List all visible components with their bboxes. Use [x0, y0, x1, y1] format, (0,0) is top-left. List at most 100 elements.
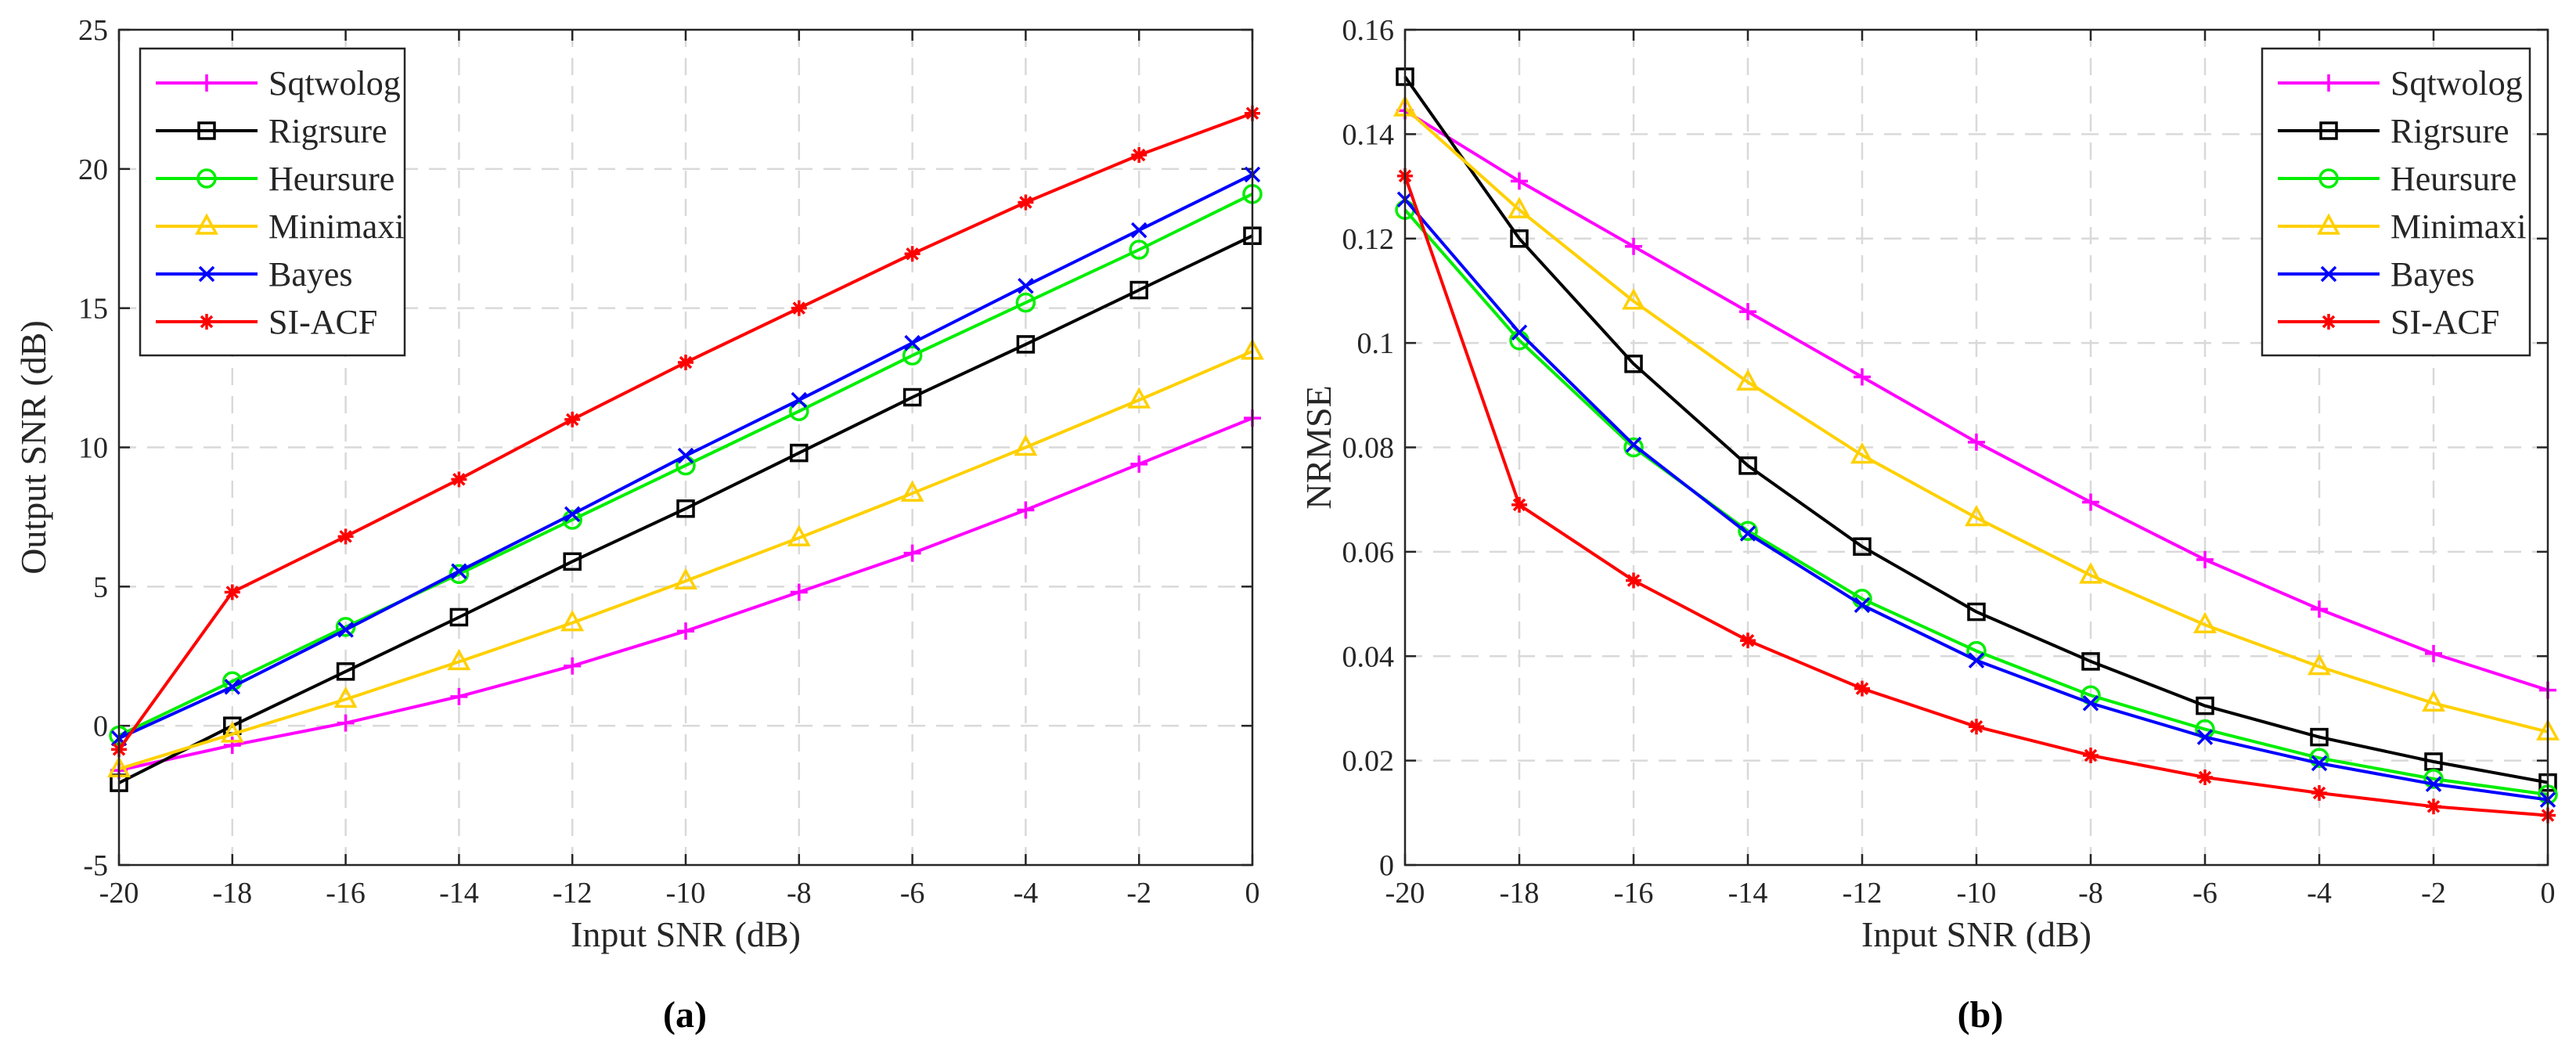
data-point: [904, 246, 921, 262]
series-line: [1403, 208, 2549, 796]
data-point: [900, 480, 924, 502]
data-point: [2082, 695, 2099, 712]
data-point: [337, 528, 354, 545]
x-axis-label: Input SNR (dB): [571, 914, 801, 954]
data-point: [2422, 690, 2445, 712]
data-point: [1624, 355, 1643, 373]
series-minimaxi: [107, 338, 1264, 778]
x-axis-label: Input SNR (dB): [1861, 914, 2091, 954]
legend-item-bayes: Bayes: [2278, 255, 2475, 294]
data-point: [677, 622, 694, 640]
legend-swatch-marker: [2321, 314, 2336, 330]
series-line: [1403, 75, 2549, 784]
data-point: [1854, 368, 1871, 386]
y-axis-label: NRMSE: [1299, 385, 1338, 509]
x-tick-label: -16: [326, 877, 366, 910]
data-point: [678, 355, 694, 371]
data-point: [1129, 280, 1148, 300]
data-point: [1850, 442, 1874, 464]
data-point: [1853, 537, 1872, 556]
series-heursure: [109, 184, 1263, 746]
y-axis-label: Output SNR (dB): [13, 320, 53, 575]
data-point: [2423, 769, 2444, 789]
data-point: [1511, 324, 1528, 341]
data-point: [2311, 600, 2328, 618]
legend: Sqtwolog Rigrsure Heursure Minimaxi Bayes SI-…: [139, 47, 406, 357]
x-tick-label: -6: [2192, 877, 2218, 910]
data-point: [337, 714, 355, 732]
data-point: [1018, 194, 1034, 211]
data-point: [791, 391, 808, 409]
data-point: [789, 401, 809, 422]
data-point: [903, 387, 922, 407]
data-point: [1968, 433, 1985, 451]
panel-b-nrmse-chart: -20 -18 -16 -14 -12 -10 -8 -6 -4 -2 000.020.040.06…: [1299, 14, 2560, 954]
data-point: [1738, 521, 1758, 541]
data-point: [1130, 222, 1147, 239]
data-point: [451, 563, 467, 580]
data-point: [2082, 493, 2099, 511]
series-sqtwolog: [1396, 102, 2556, 699]
y-tick-label: 0.06: [1342, 536, 1395, 569]
x-tick-label: -12: [553, 877, 593, 910]
x-tick-label: -4: [1014, 877, 1039, 910]
data-point: [224, 584, 240, 600]
series-line: [118, 193, 1253, 737]
x-tick-label: -2: [1126, 877, 1151, 910]
data-point: [902, 345, 923, 366]
y-tick-label: 0.14: [1342, 118, 1395, 151]
legend-swatch-marker: [196, 168, 217, 189]
data-point: [677, 447, 694, 464]
x-tick-label: -14: [439, 877, 479, 910]
data-point: [2196, 729, 2214, 745]
data-point: [2079, 562, 2102, 584]
data-point: [1131, 147, 1147, 164]
data-point: [336, 662, 355, 681]
data-point: [791, 300, 807, 316]
x-tick-label: -20: [99, 877, 139, 910]
data-point: [2196, 696, 2214, 715]
data-point: [2196, 550, 2214, 568]
x-tick-label: 0: [1245, 877, 1260, 910]
legend-item-minimaxi: Minimaxi: [156, 207, 405, 246]
x-tick-label: -4: [2307, 877, 2332, 910]
data-point: [1625, 237, 1642, 255]
data-point: [674, 568, 697, 589]
data-point: [1738, 456, 1757, 475]
legend-item-bayes: Bayes: [156, 255, 353, 294]
x-tick-label: -10: [1957, 877, 1997, 910]
legend-label: SI-ACF: [268, 303, 377, 341]
data-point: [1623, 437, 1644, 458]
y-tick-label: 0.1: [1357, 327, 1395, 360]
grid: [119, 30, 1252, 865]
data-point: [2425, 644, 2442, 662]
data-point: [1511, 172, 1528, 190]
legend-label: Sqtwolog: [2390, 64, 2523, 103]
data-point: [1018, 277, 1034, 294]
series-line: [118, 234, 1253, 784]
data-point: [2310, 727, 2329, 747]
data-point: [449, 607, 469, 627]
x-tick-label: -6: [900, 877, 925, 910]
x-tick-label: -2: [2421, 877, 2446, 910]
data-point: [451, 471, 467, 488]
legend-swatch-marker: [2317, 213, 2340, 235]
data-point: [564, 411, 581, 427]
data-point: [563, 552, 582, 571]
legend-item-rigrsure: Rigrsure: [156, 112, 387, 150]
y-tick-label: 0: [93, 710, 108, 743]
data-point: [676, 499, 695, 518]
data-point: [1626, 572, 1641, 589]
data-point: [1508, 196, 1531, 218]
data-point: [904, 334, 921, 351]
legend-box: [2261, 47, 2531, 357]
legend-swatch-marker: [2320, 265, 2337, 283]
legend-swatch-marker: [198, 74, 215, 92]
data-point: [1967, 602, 1986, 622]
data-point: [2311, 784, 2327, 801]
legend-label: Heursure: [268, 160, 395, 198]
y-tick-label: 15: [78, 293, 108, 326]
y-tick-label: 0.04: [1342, 640, 1395, 673]
x-tick-label: -18: [212, 877, 252, 910]
panel-a-output-snr-chart: -20 -18 -16 -14 -12 -10 -8 -6 -4 -2 0-50510152025I…: [13, 14, 1264, 954]
